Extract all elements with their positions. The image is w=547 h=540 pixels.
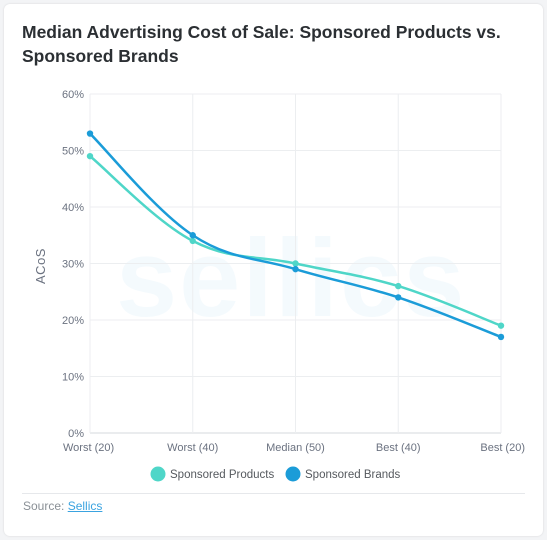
legend-swatch-sponsored-brands: [285, 466, 301, 482]
series-lines: [86, 130, 505, 341]
y-tick-label: 0%: [68, 428, 84, 440]
data-point-sponsored-products[interactable]: [189, 237, 196, 245]
x-tick-label: Worst (40): [167, 442, 218, 454]
legend-label-sponsored-brands: Sponsored Brands: [305, 469, 401, 481]
y-tick-label: 10%: [62, 372, 84, 384]
data-point-sponsored-brands[interactable]: [189, 232, 196, 239]
data-point-sponsored-brands[interactable]: [395, 294, 402, 301]
y-tick-label: 50%: [62, 146, 84, 158]
data-point-sponsored-products[interactable]: [292, 260, 299, 267]
data-point-sponsored-brands[interactable]: [497, 333, 505, 341]
legend-item-sponsored-brands[interactable]: Sponsored Brands: [285, 466, 401, 482]
data-point-sponsored-brands[interactable]: [292, 265, 299, 273]
x-tick-label: Best (20): [480, 442, 525, 454]
data-point-sponsored-products[interactable]: [86, 152, 94, 160]
chart-card: Median Advertising Cost of Sale: Sponsor…: [4, 4, 543, 536]
source-note: Source: Sellics: [23, 499, 102, 513]
legend-item-sponsored-products[interactable]: Sponsored Products: [150, 466, 275, 482]
y-tick-label: 30%: [62, 259, 84, 271]
y-axis-ticks: 0% 10% 20% 30% 40% 50% 60%: [62, 89, 84, 440]
legend-swatch-sponsored-products: [150, 466, 166, 482]
x-tick-label: Worst (20): [63, 442, 114, 454]
footer-divider: [22, 493, 525, 494]
legend[interactable]: Sponsored Products Sponsored Brands: [150, 466, 401, 482]
x-tick-label: Best (40): [376, 442, 421, 454]
x-axis-ticks: Worst (20) Worst (40) Median (50) Best (40)…: [63, 442, 525, 454]
y-tick-label: 20%: [62, 315, 84, 327]
y-axis-label: ACoS: [33, 248, 48, 284]
data-point-sponsored-products[interactable]: [395, 282, 402, 290]
watermark-text: sellics: [116, 217, 466, 340]
y-tick-label: 40%: [62, 202, 84, 214]
source-link[interactable]: Sellics: [67, 499, 103, 513]
source-label: Source:: [23, 499, 65, 513]
line-chart: sellics 0%10%20%30%40%50%60% Worst (20)W…: [33, 89, 525, 482]
x-tick-label: Median (50): [266, 442, 325, 454]
plot-area: sellics 0%10%20%30%40%50%60% Worst (20)W…: [62, 89, 525, 454]
legend-label-sponsored-products: Sponsored Products: [170, 469, 274, 481]
chart-title: Median Advertising Cost of Sale: Sponsor…: [22, 22, 501, 66]
data-point-sponsored-brands[interactable]: [86, 130, 94, 137]
data-point-sponsored-products[interactable]: [497, 322, 505, 329]
y-tick-label: 60%: [62, 89, 84, 101]
